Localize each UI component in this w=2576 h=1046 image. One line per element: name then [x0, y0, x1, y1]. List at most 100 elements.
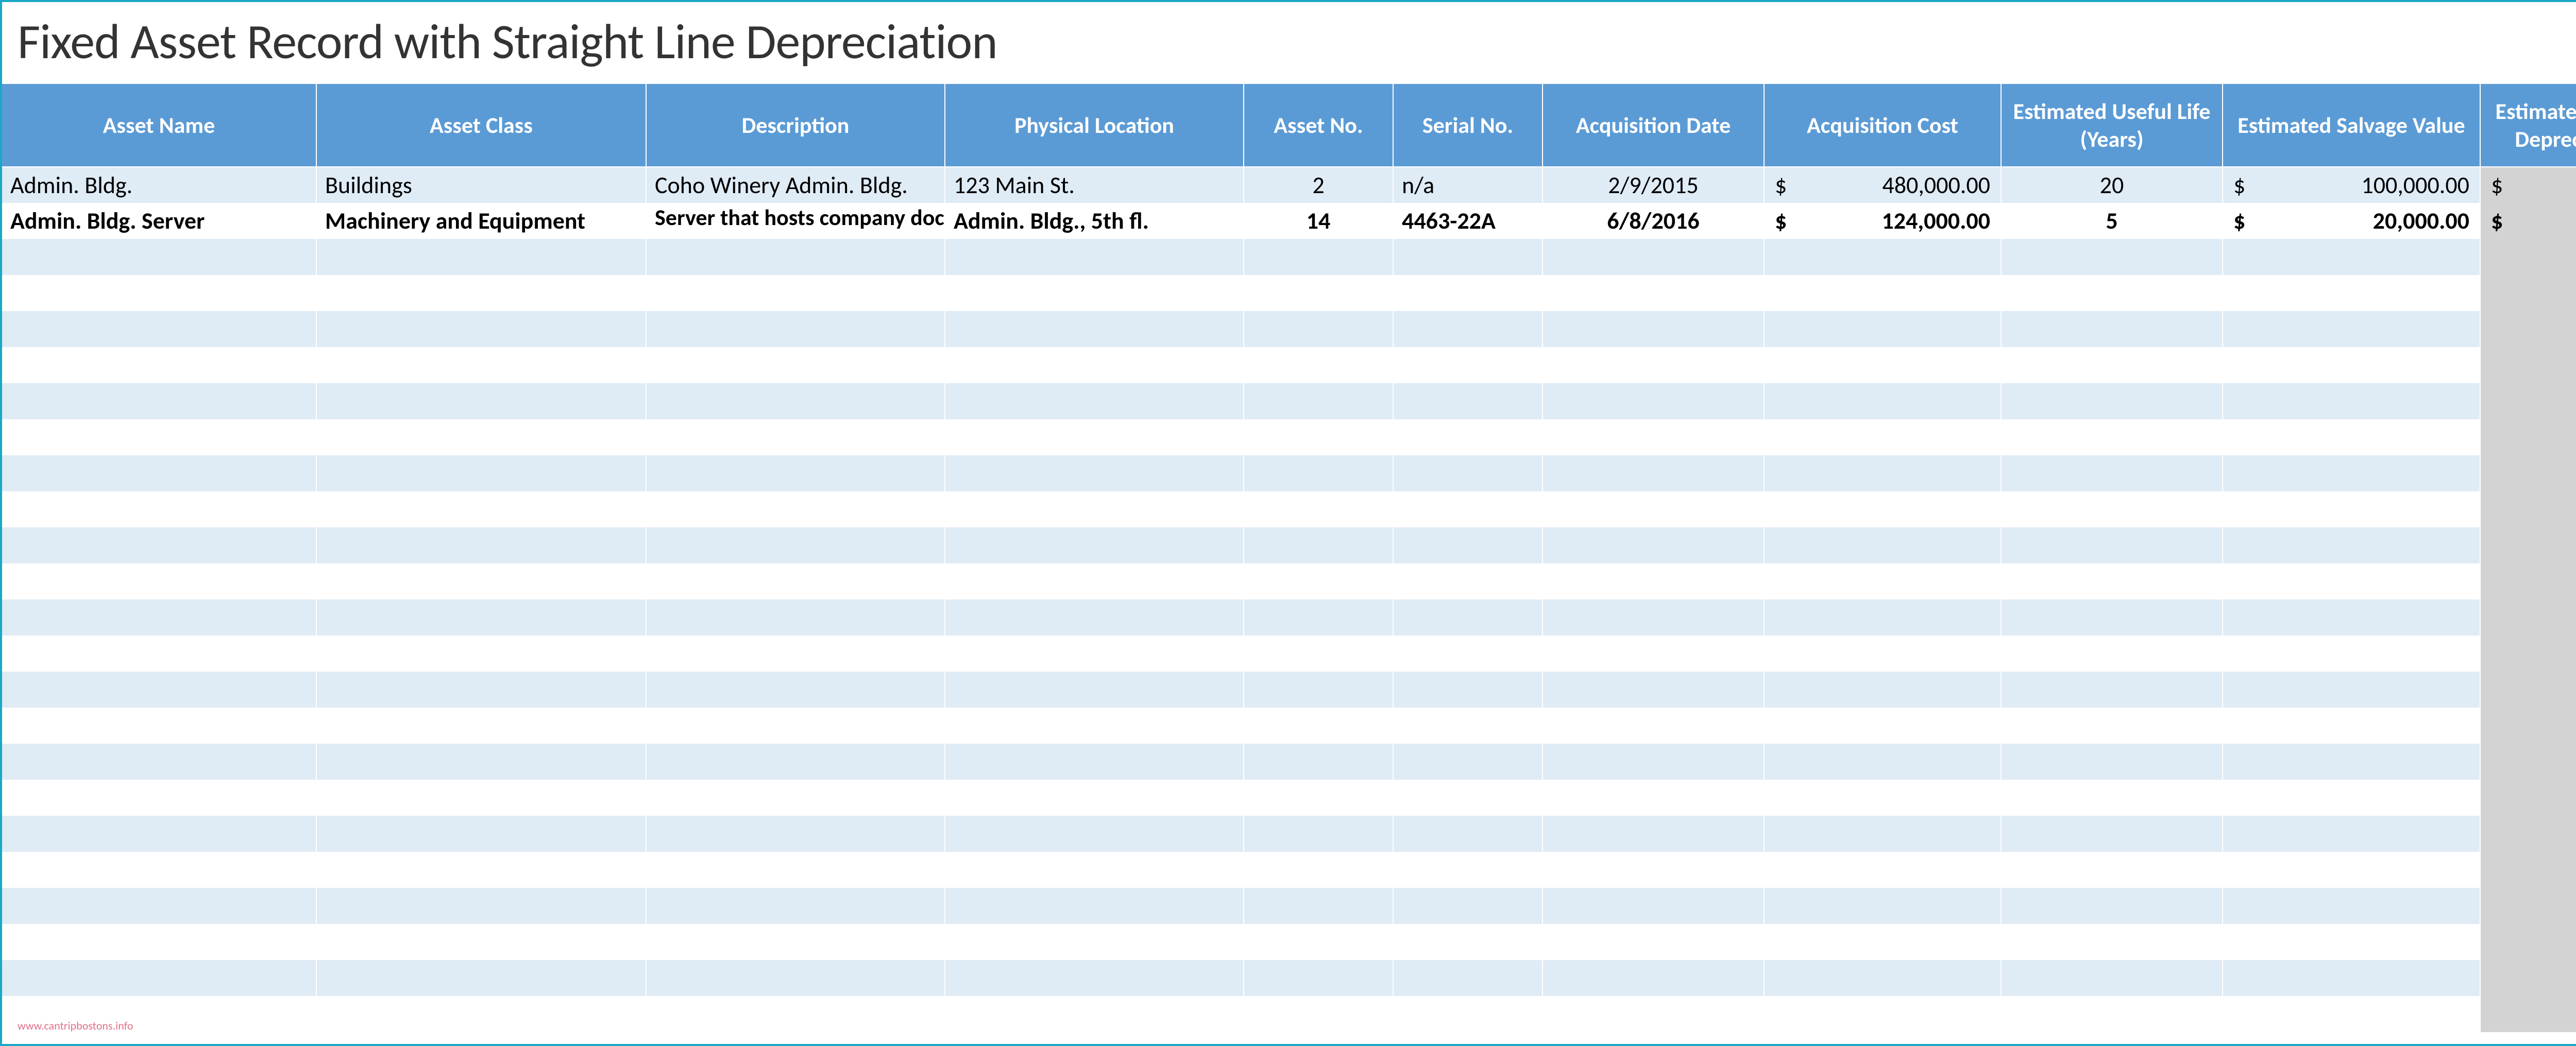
cell-deprec[interactable] [2480, 888, 2576, 924]
col-header-acqdate[interactable]: Acquisition Date [1543, 84, 1764, 167]
cell-desc[interactable] [646, 636, 945, 672]
cell-name[interactable] [2, 563, 316, 599]
col-header-assetno[interactable]: Asset No. [1244, 84, 1393, 167]
cell-class[interactable] [316, 383, 646, 419]
cell-assetno[interactable] [1244, 780, 1393, 816]
cell-class[interactable] [316, 852, 646, 888]
cell-acqcost[interactable] [1764, 636, 2001, 672]
cell-loc[interactable] [945, 816, 1244, 852]
cell-name[interactable] [2, 708, 316, 744]
cell-serial[interactable] [1393, 744, 1543, 780]
cell-class[interactable] [316, 780, 646, 816]
cell-assetno[interactable] [1244, 527, 1393, 563]
cell-life[interactable] [2001, 888, 2223, 924]
cell-desc[interactable]: Coho Winery Admin. Bldg. [646, 167, 945, 203]
cell-acqcost[interactable] [1764, 419, 2001, 455]
cell-name[interactable] [2, 852, 316, 888]
cell-serial[interactable] [1393, 311, 1543, 347]
cell-life[interactable] [2001, 744, 2223, 780]
cell-name[interactable]: Admin. Bldg. Server [2, 203, 316, 239]
cell-class[interactable] [316, 311, 646, 347]
cell-assetno[interactable] [1244, 672, 1393, 708]
cell-serial[interactable]: n/a [1393, 167, 1543, 203]
cell-salvage[interactable] [2223, 419, 2480, 455]
cell-life[interactable] [2001, 311, 2223, 347]
col-header-class[interactable]: Asset Class [316, 84, 646, 167]
cell-loc[interactable] [945, 383, 1244, 419]
cell-acqdate[interactable] [1543, 563, 1764, 599]
cell-life[interactable] [2001, 672, 2223, 708]
cell-acqdate[interactable] [1543, 311, 1764, 347]
cell-serial[interactable] [1393, 455, 1543, 491]
cell-class[interactable] [316, 960, 646, 996]
cell-assetno[interactable] [1244, 852, 1393, 888]
cell-acqdate[interactable] [1543, 599, 1764, 636]
cell-assetno[interactable] [1244, 636, 1393, 672]
cell-name[interactable] [2, 744, 316, 780]
cell-serial[interactable] [1393, 960, 1543, 996]
cell-deprec[interactable] [2480, 816, 2576, 852]
cell-name[interactable] [2, 455, 316, 491]
cell-class[interactable] [316, 527, 646, 563]
cell-desc[interactable] [646, 455, 945, 491]
cell-acqcost[interactable] [1764, 852, 2001, 888]
col-header-salvage[interactable]: Estimated Salvage Value [2223, 84, 2480, 167]
cell-loc[interactable] [945, 455, 1244, 491]
cell-loc[interactable] [945, 888, 1244, 924]
cell-loc[interactable]: 123 Main St. [945, 167, 1244, 203]
cell-life[interactable] [2001, 708, 2223, 744]
cell-desc[interactable] [646, 311, 945, 347]
cell-serial[interactable] [1393, 563, 1543, 599]
cell-class[interactable] [316, 636, 646, 672]
cell-serial[interactable] [1393, 996, 1543, 1032]
cell-acqdate[interactable]: 2/9/2015 [1543, 167, 1764, 203]
cell-serial[interactable] [1393, 527, 1543, 563]
cell-serial[interactable] [1393, 275, 1543, 311]
cell-acqdate[interactable] [1543, 744, 1764, 780]
cell-assetno[interactable] [1244, 491, 1393, 527]
cell-deprec[interactable] [2480, 563, 2576, 599]
cell-acqdate[interactable] [1543, 491, 1764, 527]
cell-name[interactable] [2, 383, 316, 419]
cell-assetno[interactable] [1244, 996, 1393, 1032]
cell-class[interactable] [316, 491, 646, 527]
cell-salvage[interactable] [2223, 563, 2480, 599]
cell-desc[interactable] [646, 419, 945, 455]
cell-name[interactable] [2, 599, 316, 636]
cell-name[interactable] [2, 527, 316, 563]
cell-deprec[interactable] [2480, 960, 2576, 996]
cell-desc[interactable] [646, 852, 945, 888]
col-header-loc[interactable]: Physical Location [945, 84, 1244, 167]
cell-name[interactable]: Admin. Bldg. [2, 167, 316, 203]
cell-serial[interactable] [1393, 419, 1543, 455]
cell-class[interactable] [316, 672, 646, 708]
cell-deprec[interactable] [2480, 852, 2576, 888]
cell-loc[interactable] [945, 672, 1244, 708]
cell-deprec[interactable]: $20,800.00 [2480, 203, 2576, 239]
cell-serial[interactable] [1393, 347, 1543, 383]
cell-salvage[interactable] [2223, 527, 2480, 563]
cell-acqcost[interactable]: $480,000.00 [1764, 167, 2001, 203]
cell-life[interactable] [2001, 239, 2223, 275]
cell-loc[interactable] [945, 744, 1244, 780]
cell-acqcost[interactable] [1764, 491, 2001, 527]
cell-acqdate[interactable] [1543, 275, 1764, 311]
cell-life[interactable]: 20 [2001, 167, 2223, 203]
cell-acqcost[interactable] [1764, 780, 2001, 816]
cell-name[interactable] [2, 672, 316, 708]
cell-acqdate[interactable] [1543, 419, 1764, 455]
cell-loc[interactable] [945, 563, 1244, 599]
cell-life[interactable] [2001, 816, 2223, 852]
cell-class[interactable]: Buildings [316, 167, 646, 203]
cell-assetno[interactable] [1244, 599, 1393, 636]
cell-deprec[interactable] [2480, 636, 2576, 672]
cell-life[interactable] [2001, 780, 2223, 816]
cell-class[interactable] [316, 563, 646, 599]
cell-life[interactable] [2001, 996, 2223, 1032]
cell-assetno[interactable] [1244, 311, 1393, 347]
cell-class[interactable] [316, 455, 646, 491]
cell-salvage[interactable] [2223, 455, 2480, 491]
cell-acqdate[interactable] [1543, 527, 1764, 563]
cell-acqcost[interactable] [1764, 816, 2001, 852]
cell-serial[interactable] [1393, 780, 1543, 816]
